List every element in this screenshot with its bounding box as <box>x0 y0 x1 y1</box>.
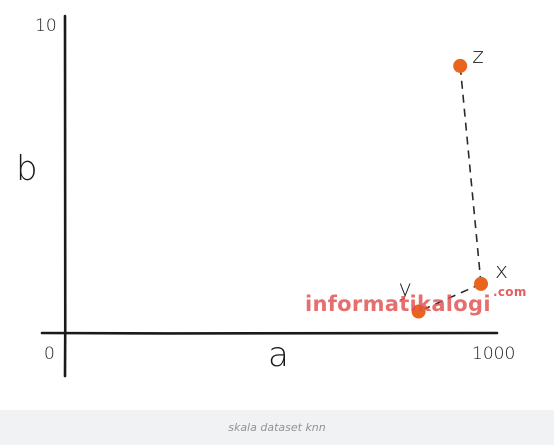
point-label-y: y <box>399 277 412 302</box>
y-axis-label: b <box>16 149 38 189</box>
knn-scale-chart: b a 10 0 1000 x y z <box>16 14 515 378</box>
y-tick-label-10: 10 <box>35 16 57 36</box>
distance-line-x-y <box>418 283 482 313</box>
x-tick-label-1000: 1000 <box>472 344 515 364</box>
y-axis-line <box>63 14 67 378</box>
distance-line-x-z <box>459 65 482 284</box>
data-point-z <box>453 58 468 73</box>
watermark-suffix: .com <box>493 285 527 299</box>
data-point-y <box>411 304 426 319</box>
watermark-logo: informatikalogi .com <box>305 285 526 316</box>
image-caption: skala dataset knn <box>228 421 326 434</box>
point-label-z: z <box>472 44 484 69</box>
watermark-main-text: informatikalogi <box>305 292 491 316</box>
caption-bar: skala dataset knn <box>0 410 554 445</box>
point-label-x: x <box>495 259 508 284</box>
chart-area: b a 10 0 1000 x y z informatikalogi .com <box>16 14 527 378</box>
x-axis-label: a <box>268 335 289 375</box>
data-point-x <box>474 276 488 291</box>
x-tick-label-0: 0 <box>44 344 55 364</box>
